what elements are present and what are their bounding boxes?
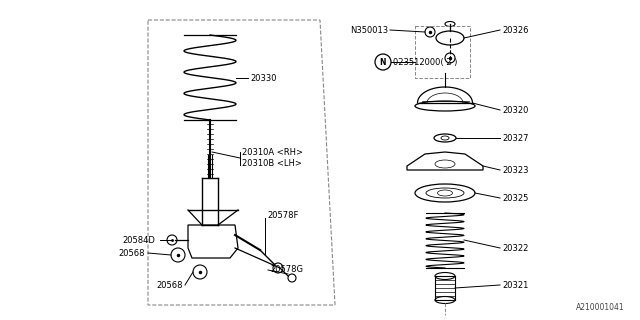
Text: 20310A <RH>: 20310A <RH>: [242, 148, 303, 156]
Text: 20578F: 20578F: [267, 211, 298, 220]
Text: 20584D: 20584D: [122, 236, 155, 244]
Text: 20310B <LH>: 20310B <LH>: [242, 158, 302, 167]
Text: 20326: 20326: [502, 26, 529, 35]
Text: 20325: 20325: [502, 194, 529, 203]
Text: 20578G: 20578G: [270, 266, 303, 275]
Text: 20322: 20322: [502, 244, 529, 252]
Text: N: N: [380, 58, 387, 67]
Text: 20320: 20320: [502, 106, 529, 115]
Text: N350013: N350013: [350, 26, 388, 35]
Text: 20568: 20568: [118, 249, 145, 258]
Text: 20321: 20321: [502, 281, 529, 290]
Text: 20323: 20323: [502, 165, 529, 174]
Text: 023512000( 2 ): 023512000( 2 ): [393, 58, 458, 67]
Text: A210001041: A210001041: [577, 303, 625, 312]
Text: 20568: 20568: [157, 281, 183, 290]
Text: 20330: 20330: [250, 74, 276, 83]
Text: 20327: 20327: [502, 133, 529, 142]
